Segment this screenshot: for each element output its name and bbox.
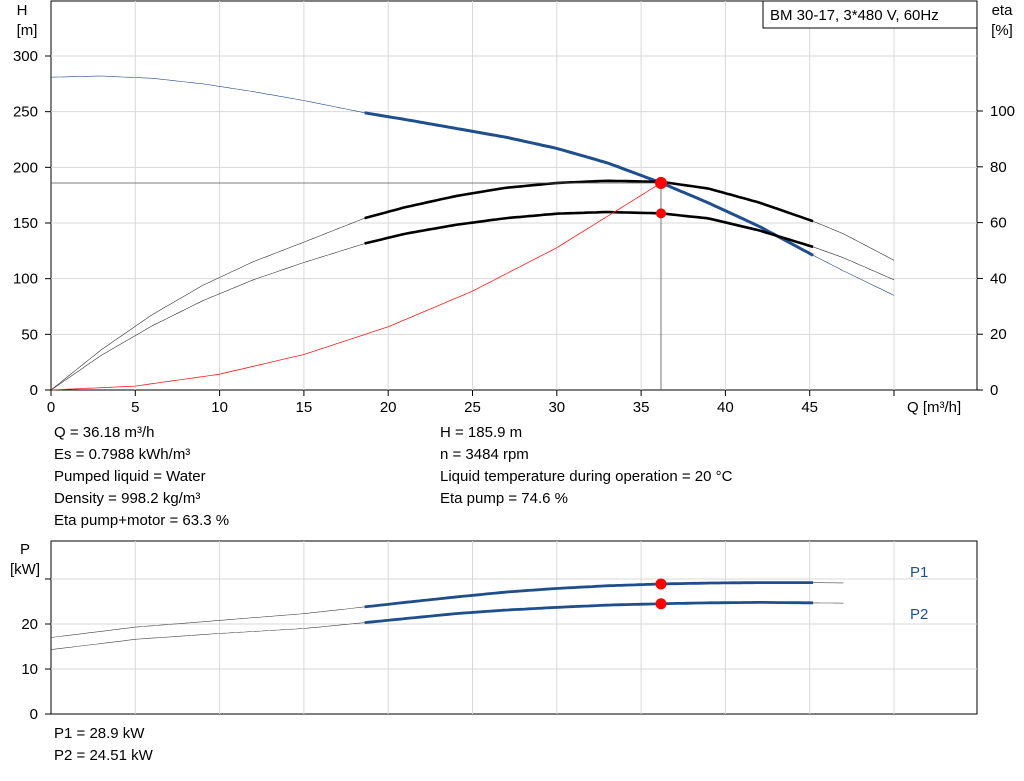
head-x-tick-label-20: 20	[380, 399, 397, 416]
h-axis-unit: [m]	[17, 22, 38, 39]
eta-pump-curve-thick	[364, 179, 814, 223]
power-y-tick-label-20: 20	[21, 616, 38, 633]
h-axis-label: H	[17, 2, 28, 19]
op-marker-p1	[655, 578, 667, 590]
head-y-tick-label-150: 150	[13, 215, 38, 232]
p-axis-label: P	[20, 541, 30, 558]
p2-series-label: P2	[910, 606, 928, 623]
power-chart-grid	[50, 540, 978, 715]
operating-point-info-left: Q = 36.18 m³/h Es = 0.7988 kWh/m³ Pumped…	[54, 422, 229, 532]
op-speed: n = 3484 rpm	[440, 446, 529, 463]
eta-y-tick-label-100: 100	[990, 103, 1015, 120]
head-x-tick-label-10: 10	[211, 399, 228, 416]
eta-y-tick-label-20: 20	[990, 326, 1007, 343]
op-eta-pump-motor: Eta pump+motor = 63.3 %	[54, 512, 230, 529]
system-curve	[50, 182, 662, 391]
eta-axis-label: eta	[992, 2, 1014, 19]
power-chart-curves	[50, 578, 844, 650]
op-liquid-temperature: Liquid temperature during operation = 20…	[440, 468, 733, 485]
p1-series-label: P1	[910, 564, 928, 581]
head-chart-grid	[50, 0, 978, 391]
power-chart-axes: 0 10 20	[21, 578, 51, 723]
op-marker-p2	[655, 598, 667, 610]
eta-y-tick-label-40: 40	[990, 270, 1007, 287]
head-x-tick-label-45: 45	[801, 399, 818, 416]
op-marker-eta-pump	[655, 176, 666, 187]
head-x-tick-label-5: 5	[131, 399, 139, 416]
head-x-tick-label-40: 40	[717, 399, 734, 416]
power-values: P1 = 28.9 kW P2 = 24.51 kW	[54, 723, 153, 767]
head-y-tick-label-250: 250	[13, 104, 38, 121]
head-x-tick-label-0: 0	[47, 399, 55, 416]
p1-curve-thick	[364, 581, 814, 609]
head-y-tick-label-200: 200	[13, 159, 38, 176]
power-y-tick-label-0: 0	[30, 706, 38, 723]
p-axis-unit: [kW]	[10, 561, 40, 578]
operating-point-info-right: H = 185.9 m n = 3484 rpm Liquid temperat…	[440, 422, 732, 510]
head-x-tick-label-15: 15	[296, 399, 313, 416]
op-density: Density = 998.2 kg/m³	[54, 490, 201, 507]
op-specific-energy: Es = 0.7988 kWh/m³	[54, 446, 191, 463]
head-x-tick-label-30: 30	[548, 399, 565, 416]
power-plot-area	[50, 540, 978, 715]
head-x-tick-label-35: 35	[633, 399, 650, 416]
p2-curve-thick	[364, 601, 814, 624]
p1-value: P1 = 28.9 kW	[54, 725, 145, 742]
title-box	[762, 0, 978, 29]
head-y-tick-label-100: 100	[13, 271, 38, 288]
eta-y-tick-label-60: 60	[990, 215, 1007, 232]
power-y-tick-label-10: 10	[21, 661, 38, 678]
head-chart-axes: 0 5 10 15 20 25 30 35 40 45 0 50 100 150 200 250 300 0 20 4…	[13, 48, 1015, 416]
head-y-tick-label-0: 0	[30, 382, 38, 399]
head-x-tick-label-25: 25	[464, 399, 481, 416]
eta-axis-unit: [%]	[991, 22, 1013, 39]
eta-pump-motor-curve-thick	[364, 210, 814, 249]
head-plot-area	[50, 0, 978, 391]
chart-title: BM 30-17, 3*480 V, 60Hz	[770, 7, 939, 24]
op-pumped-liquid: Pumped liquid = Water	[54, 468, 206, 485]
head-y-tick-label-300: 300	[13, 48, 38, 65]
q-axis-label: Q [m³/h]	[907, 399, 961, 416]
h-curve-thick	[364, 111, 814, 257]
head-y-tick-label-50: 50	[21, 326, 38, 343]
op-flow: Q = 36.18 m³/h	[54, 424, 155, 441]
eta-y-tick-label-0: 0	[990, 382, 998, 399]
op-eta-pump: Eta pump = 74.6 %	[440, 490, 568, 507]
op-marker-eta-pump-motor	[655, 208, 666, 219]
head-chart-curves	[50, 75, 895, 391]
eta-y-tick-label-80: 80	[990, 159, 1007, 176]
p2-value: P2 = 24.51 kW	[54, 747, 153, 764]
op-head: H = 185.9 m	[440, 424, 523, 441]
